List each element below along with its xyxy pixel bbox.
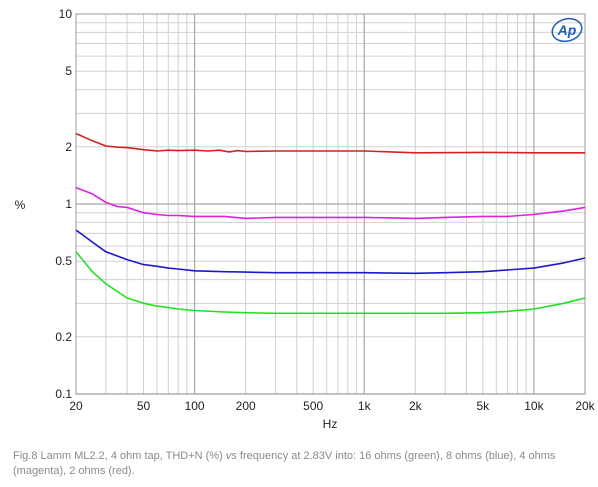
thd-frequency-chart: 10 5 2 1 0.5 0.2 0.1 20 50 100 200 500 1k 2k 5k 10k 20k… <box>15 7 596 431</box>
caption-part-2: frequency at 2.83V into: 16 ohms (green)… <box>13 450 556 477</box>
x-tick-label: 5k <box>477 399 491 413</box>
x-tick-labels: 20 50 100 200 500 1k 2k 5k 10k 20k <box>69 399 595 413</box>
x-tick-label: 200 <box>236 399 256 413</box>
y-tick-label: 10 <box>59 7 73 21</box>
x-tick-label: 20k <box>575 399 595 413</box>
series-layer <box>75 132 586 315</box>
series-line <box>75 229 586 275</box>
caption-italic: vs <box>225 450 237 462</box>
series-line <box>75 251 586 315</box>
x-tick-label: 1k <box>358 399 372 413</box>
y-tick-labels: 10 5 2 1 0.5 0.2 0.1 <box>55 7 72 401</box>
x-tick-label: 50 <box>137 399 151 413</box>
y-axis-label: % <box>15 198 26 212</box>
x-tick-label: 10k <box>524 399 544 413</box>
x-tick-label: 20 <box>69 399 83 413</box>
x-tick-label: 100 <box>185 399 205 413</box>
y-tick-label: 0.1 <box>55 387 72 401</box>
y-tick-label: 0.2 <box>55 330 72 344</box>
ap-logo-text: Ap <box>557 22 577 38</box>
plot-frame <box>75 13 586 395</box>
y-tick-label: 0.5 <box>55 254 72 268</box>
x-axis-label: Hz <box>323 417 338 431</box>
x-tick-label: 2k <box>409 399 423 413</box>
series-line <box>75 186 586 220</box>
x-tick-label: 500 <box>303 399 323 413</box>
figure-caption: Fig.8 Lamm ML2.2, 4 ohm tap, THD+N (%) v… <box>13 449 583 479</box>
y-tick-label: 1 <box>65 197 72 211</box>
y-tick-label: 5 <box>65 64 72 78</box>
series-line <box>75 132 585 154</box>
caption-part-1: Fig.8 Lamm ML2.2, 4 ohm tap, THD+N (%) <box>13 450 226 462</box>
ap-logo: Ap <box>551 17 583 43</box>
y-tick-label: 2 <box>65 140 72 154</box>
